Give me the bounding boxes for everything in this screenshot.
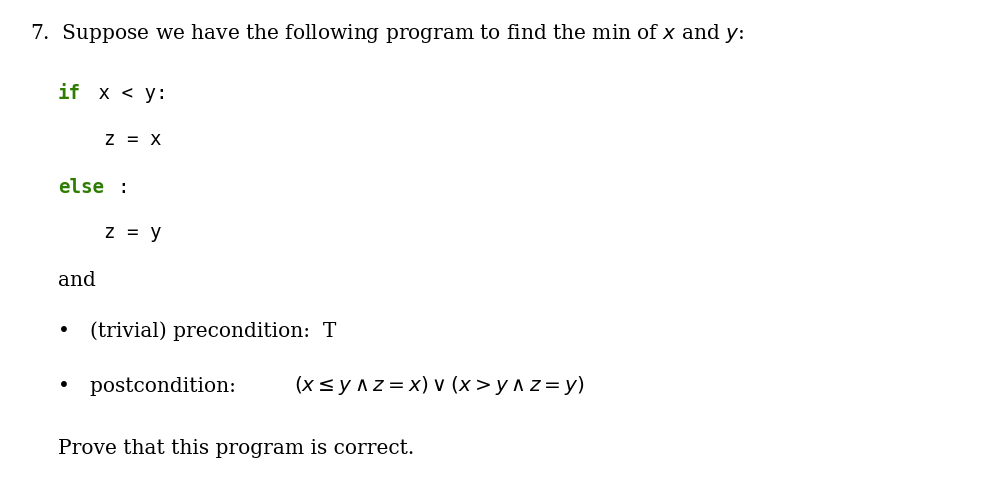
Text: postcondition:: postcondition: (90, 377, 248, 396)
Text: •: • (58, 377, 70, 396)
Text: if: if (58, 84, 81, 103)
Text: :: : (118, 178, 128, 197)
Text: z = y: z = y (58, 223, 161, 242)
Text: Prove that this program is correct.: Prove that this program is correct. (58, 439, 414, 458)
Text: •: • (58, 322, 70, 341)
Text: else: else (58, 178, 104, 197)
Text: (trivial) precondition:  T: (trivial) precondition: T (90, 322, 336, 341)
Text: z = x: z = x (58, 130, 161, 149)
Text: and: and (58, 271, 96, 290)
Text: 7.  Suppose we have the following program to find the min of $x$ and $y$:: 7. Suppose we have the following program… (30, 22, 744, 45)
Text: $(x \leq y \wedge z = x) \vee (x > y \wedge z = y)$: $(x \leq y \wedge z = x) \vee (x > y \we… (295, 374, 586, 397)
Text: x < y:: x < y: (88, 84, 168, 103)
